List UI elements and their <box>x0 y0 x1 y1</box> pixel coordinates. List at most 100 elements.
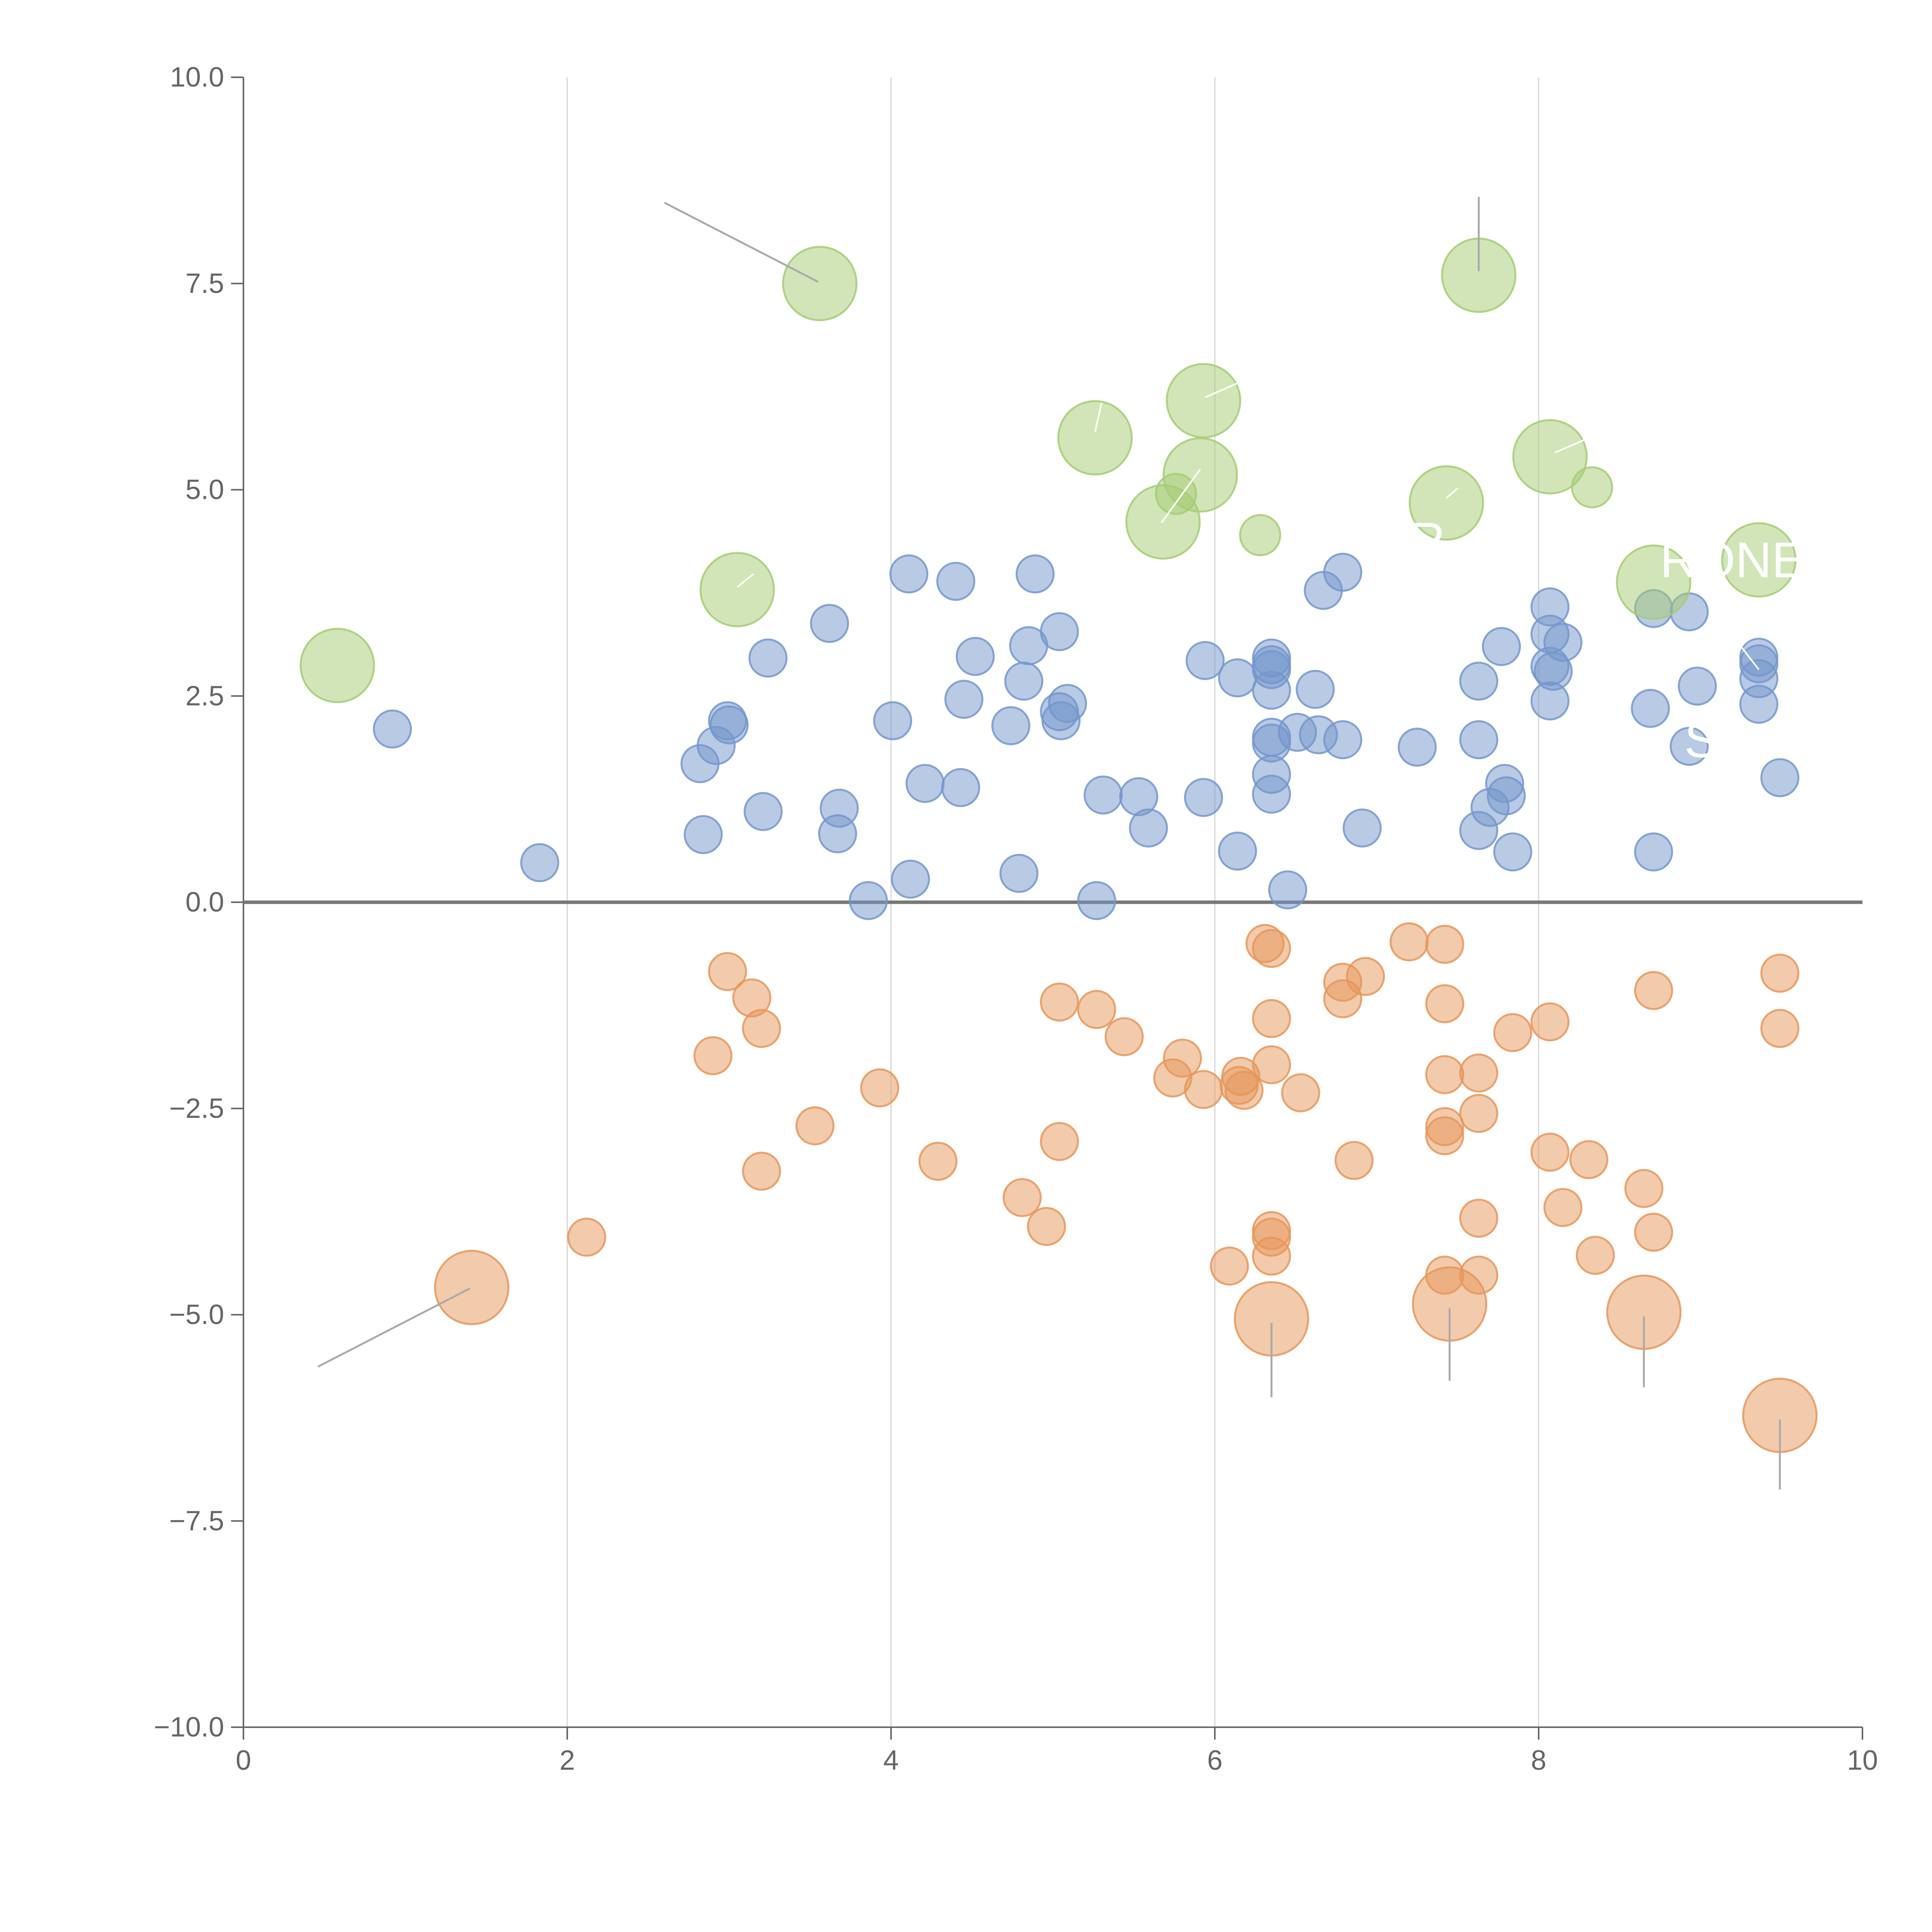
data-point-positive-19 <box>944 680 984 719</box>
data-point-positive-7 <box>743 792 783 831</box>
data-point-negative-45 <box>1493 1013 1532 1052</box>
data-point-positive-14 <box>889 554 929 594</box>
data-point-positive-55 <box>1459 662 1498 701</box>
data-point-negative-55 <box>1760 1009 1799 1048</box>
data-point-positive-54 <box>1398 728 1437 767</box>
data-point-negative-24 <box>1252 999 1291 1038</box>
data-point-positive-36 <box>1218 658 1257 697</box>
data-point-negative-5 <box>742 1151 781 1191</box>
data-point-positive-medium-1 <box>1239 514 1281 556</box>
data-point-negative-21 <box>1224 1071 1264 1110</box>
leader-line-12 <box>736 573 754 588</box>
leader-line-9 <box>1161 468 1201 524</box>
data-point-negative-11 <box>1040 982 1079 1022</box>
data-point-negative-18 <box>1210 1247 1249 1286</box>
data-point-negative-9 <box>1002 1178 1042 1217</box>
x-tick-label: 2 <box>560 1745 575 1776</box>
data-point-positive-62 <box>1493 832 1532 872</box>
data-point-positive-large-11 <box>1721 522 1797 598</box>
data-point-negative-35 <box>1425 925 1464 964</box>
data-point-negative-0 <box>567 1218 606 1257</box>
y-tick-label: −7.5 <box>169 1505 224 1536</box>
leader-line-13 <box>1740 646 1760 670</box>
data-point-negative-53 <box>1634 1213 1673 1252</box>
data-point-negative-large-0 <box>434 1250 510 1325</box>
data-point-positive-71 <box>1634 832 1673 872</box>
data-point-positive-15 <box>891 859 930 899</box>
data-point-positive-25 <box>1015 554 1055 594</box>
data-point-positive-41 <box>1252 670 1291 710</box>
data-point-negative-17 <box>1184 1070 1223 1109</box>
data-point-negative-52 <box>1634 971 1673 1010</box>
y-tick-label: −2.5 <box>169 1093 224 1124</box>
data-point-negative-41 <box>1459 1053 1498 1093</box>
data-point-negative-39 <box>1425 1116 1464 1155</box>
data-point-negative-4 <box>742 1009 781 1048</box>
data-point-negative-33 <box>1346 957 1385 996</box>
data-point-positive-78 <box>1739 685 1779 724</box>
data-point-positive-79 <box>1760 758 1799 798</box>
data-point-positive-12 <box>849 881 888 920</box>
y-tick-label: 2.5 <box>185 680 224 711</box>
data-point-positive-18 <box>941 768 980 807</box>
data-point-negative-34 <box>1389 922 1429 961</box>
data-point-positive-33 <box>1129 808 1168 848</box>
data-point-negative-51 <box>1624 1169 1663 1208</box>
data-point-positive-1 <box>520 843 560 883</box>
data-point-positive-large-0 <box>299 628 375 703</box>
data-point-positive-46 <box>1268 870 1308 910</box>
data-point-positive-37 <box>1218 832 1257 871</box>
leader-line-10 <box>1554 438 1588 454</box>
data-point-negative-23 <box>1252 929 1291 968</box>
data-point-positive-8 <box>748 638 788 678</box>
y-tick-label: 0.0 <box>185 887 224 918</box>
data-point-negative-16 <box>1163 1039 1202 1078</box>
data-point-positive-medium-2 <box>1571 466 1613 509</box>
data-point-positive-29 <box>1048 684 1087 723</box>
data-point-positive-23 <box>1004 662 1044 701</box>
y-tick-label: 10.0 <box>170 62 224 93</box>
data-point-negative-7 <box>860 1068 900 1107</box>
data-point-positive-11 <box>818 814 857 854</box>
data-point-positive-59 <box>1482 627 1521 666</box>
annotation-label: RONE <box>1660 532 1805 588</box>
data-point-positive-17 <box>936 561 976 601</box>
data-point-positive-53 <box>1342 808 1382 848</box>
data-point-positive-large-9 <box>1512 419 1588 495</box>
data-point-positive-35 <box>1185 641 1225 680</box>
leader-line-11 <box>1446 487 1458 499</box>
data-point-negative-28 <box>1252 1236 1291 1276</box>
data-point-positive-4 <box>684 815 723 854</box>
data-point-negative-49 <box>1569 1140 1609 1179</box>
data-point-positive-large-6 <box>1166 363 1242 439</box>
data-point-negative-54 <box>1760 954 1799 993</box>
data-point-positive-13 <box>873 701 912 740</box>
data-point-positive-large-2 <box>782 246 858 321</box>
data-point-positive-34 <box>1184 778 1223 817</box>
data-point-positive-large-10 <box>1616 544 1691 620</box>
data-point-positive-73 <box>1670 726 1709 766</box>
data-point-positive-large-1 <box>699 552 775 628</box>
data-point-positive-16 <box>905 764 945 803</box>
annotation-label: R <box>1409 512 1446 568</box>
y-tick-label: 5.0 <box>185 474 224 505</box>
data-point-negative-36 <box>1425 984 1464 1024</box>
data-point-positive-21 <box>991 706 1031 745</box>
data-point-positive-6 <box>709 705 749 745</box>
data-point-negative-48 <box>1543 1188 1583 1227</box>
data-point-negative-10 <box>1027 1207 1066 1246</box>
x-tick-label: 10 <box>1847 1745 1878 1776</box>
data-point-positive-56 <box>1459 720 1498 759</box>
data-point-negative-46 <box>1530 1002 1570 1042</box>
data-point-negative-2 <box>708 952 747 991</box>
data-point-positive-48 <box>1296 670 1335 709</box>
x-tick-label: 4 <box>883 1745 899 1776</box>
data-point-positive-0 <box>372 709 412 749</box>
ticks: −10.0 −7.5 −5.0 −2.5 0.0 2.5 5.0 7.5 10.0 0 2 4 6 8 10 <box>154 62 1878 1776</box>
data-point-positive-9 <box>810 604 849 643</box>
x-tick-label: 6 <box>1207 1745 1223 1776</box>
data-point-negative-13 <box>1077 990 1116 1029</box>
annotation-label: SO <box>1684 711 1757 768</box>
data-point-negative-14 <box>1104 1017 1144 1056</box>
